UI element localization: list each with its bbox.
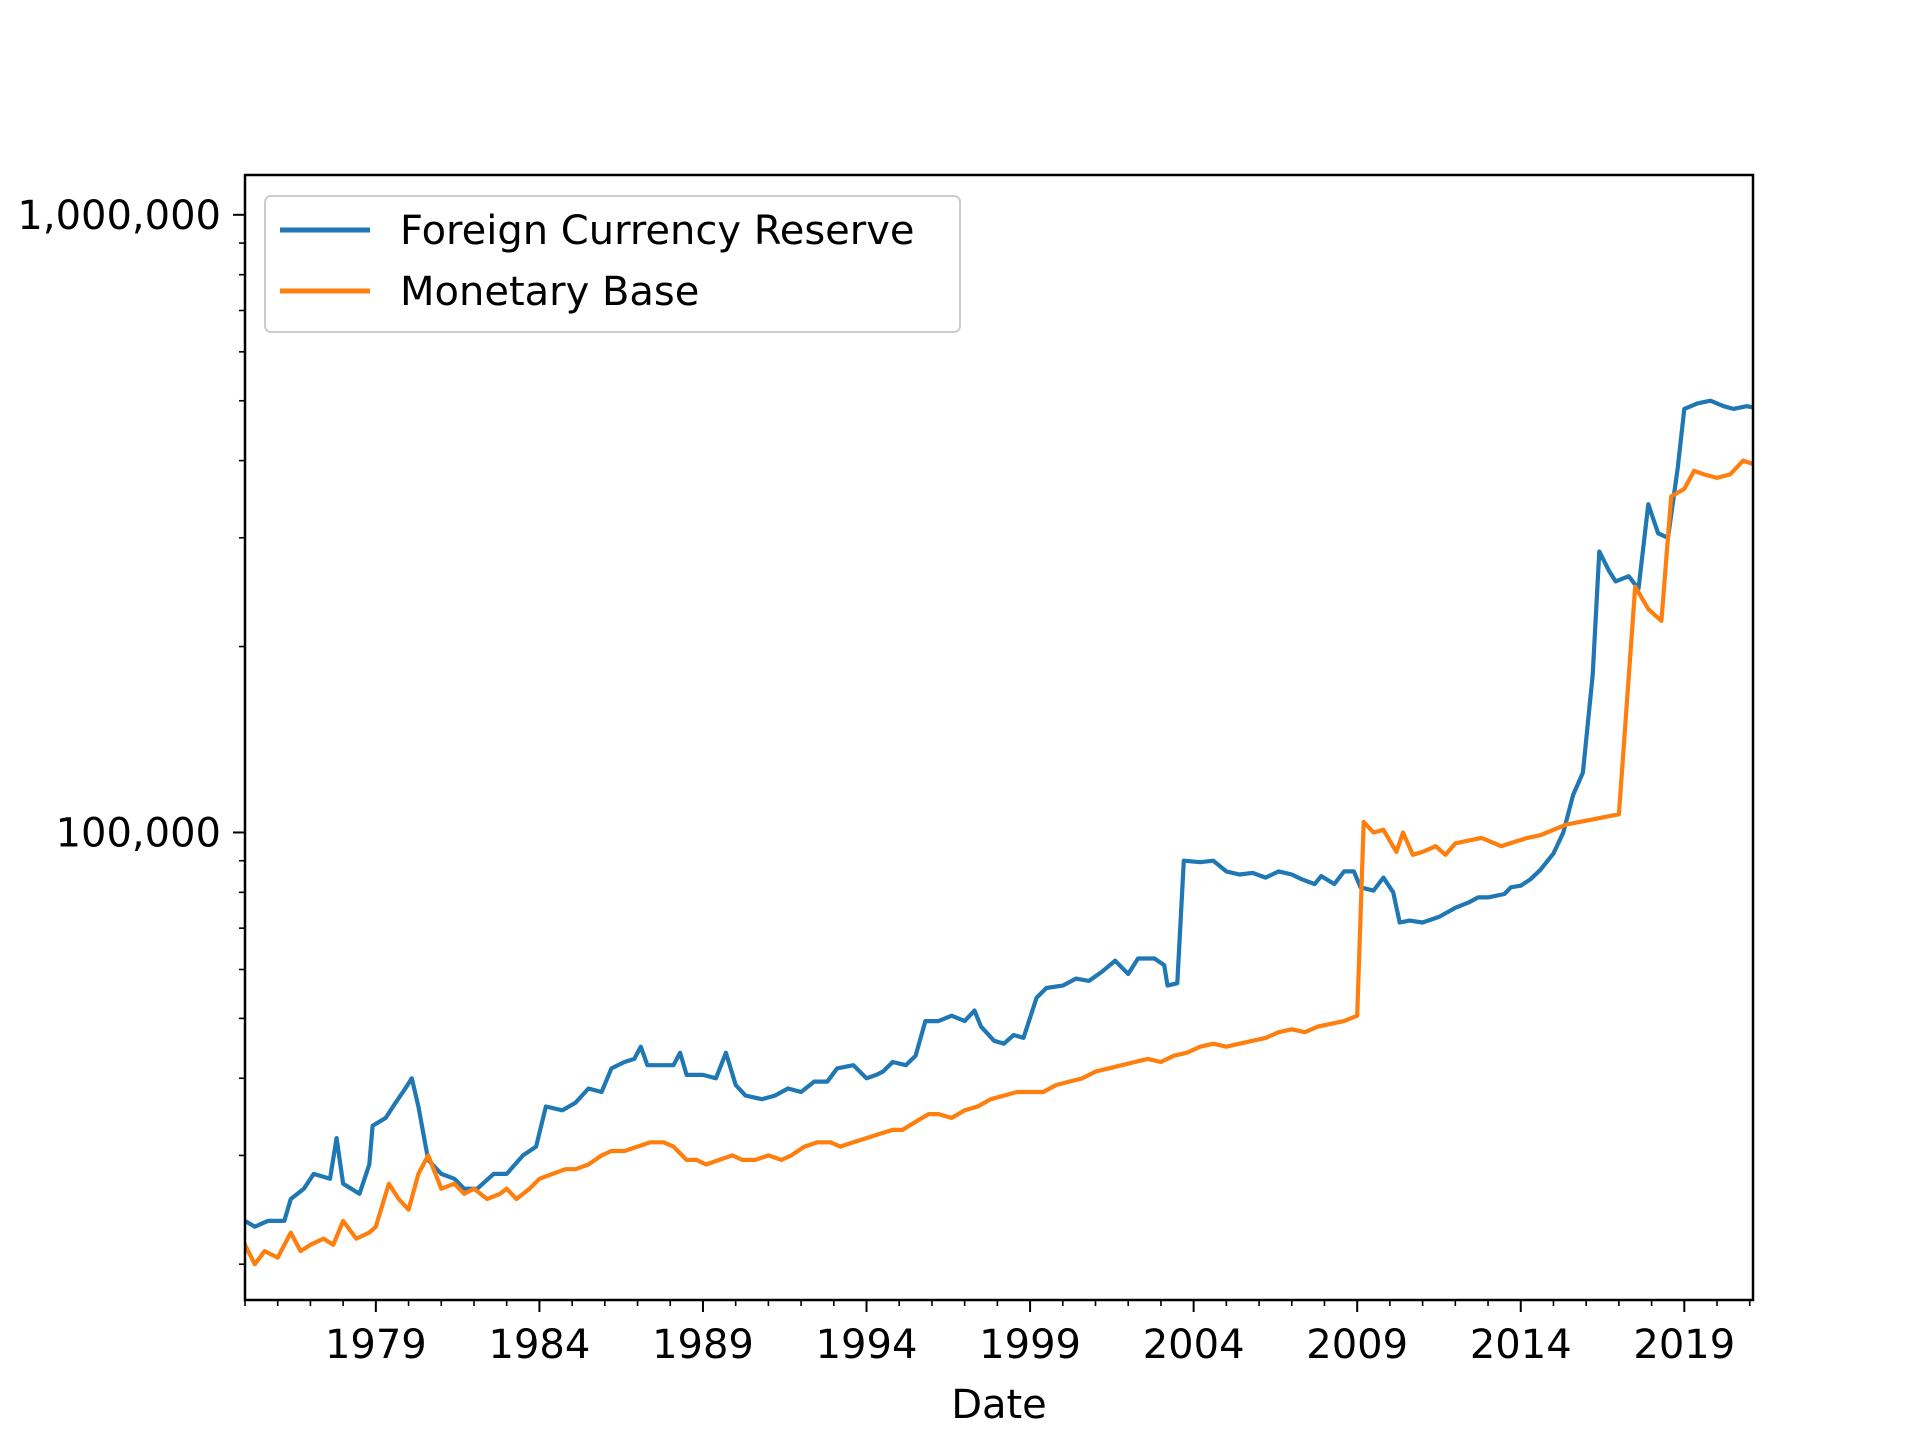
legend: Foreign Currency Reserve Monetary Base <box>264 195 961 333</box>
x-tick-label: 1999 <box>979 1322 1081 1368</box>
x-tick-label: 2004 <box>1143 1322 1245 1368</box>
legend-frame <box>264 195 961 333</box>
x-tick-label: 1989 <box>652 1322 754 1368</box>
y-tick-label: 1,000,000 <box>17 193 221 239</box>
legend-label-monetary-base: Monetary Base <box>400 269 699 315</box>
series-layer <box>245 398 1753 1267</box>
x-tick-label: 1984 <box>489 1322 591 1368</box>
x-axis: 1979 1984 1989 1994 1999 2004 2009 2014 2019 <box>244 1300 1751 1368</box>
y-axis: 100,000 1,000,000 <box>17 193 245 1265</box>
series-line-monetary-base <box>245 458 1753 1267</box>
x-tick-label: 2014 <box>1470 1322 1572 1368</box>
y-tick-label: 100,000 <box>56 810 221 856</box>
legend-label-foreign-currency-reserve: Foreign Currency Reserve <box>400 208 915 254</box>
x-tick-label: 2009 <box>1306 1322 1408 1368</box>
x-axis-title: Date <box>951 1382 1047 1428</box>
series-line-foreign-currency-reserve <box>245 398 1753 1229</box>
x-tick-label: 1979 <box>325 1322 427 1368</box>
x-tick-label: 1994 <box>816 1322 918 1368</box>
plot-frame <box>243 173 1755 1302</box>
x-tick-label: 2019 <box>1633 1322 1735 1368</box>
